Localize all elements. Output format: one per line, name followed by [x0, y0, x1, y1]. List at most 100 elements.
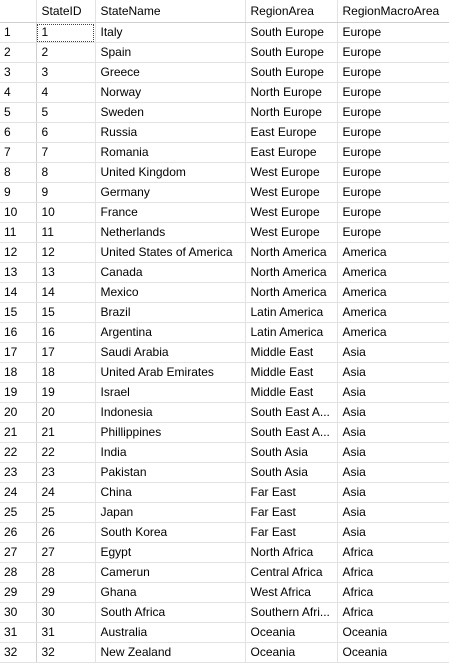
cell-state-name[interactable]: Netherlands [95, 222, 246, 243]
row-number[interactable]: 21 [0, 422, 37, 443]
cell-state-name[interactable]: South Korea [95, 522, 246, 543]
cell-state-name[interactable]: Saudi Arabia [95, 342, 246, 363]
cell-state-id[interactable]: 10 [36, 202, 96, 223]
cell-state-name[interactable]: Sweden [95, 102, 246, 123]
row-number[interactable]: 12 [0, 242, 37, 263]
cell-region-macro-area[interactable]: Europe [337, 82, 450, 103]
cell-state-name[interactable]: Egypt [95, 542, 246, 563]
cell-region-area[interactable]: Latin America [245, 302, 338, 323]
row-number[interactable]: 19 [0, 382, 37, 403]
cell-region-area[interactable]: West Europe [245, 162, 338, 183]
table-row[interactable]: 1 1 Italy South Europe Europe [0, 22, 450, 43]
cell-state-id[interactable]: 15 [36, 302, 96, 323]
cell-region-macro-area[interactable]: Europe [337, 102, 450, 123]
row-number[interactable]: 25 [0, 502, 37, 523]
table-row[interactable]: 8 8 United Kingdom West Europe Europe [0, 162, 450, 183]
cell-region-macro-area[interactable]: Oceania [337, 622, 450, 643]
table-row[interactable]: 28 28 Camerun Central Africa Africa [0, 562, 450, 583]
cell-state-name[interactable]: Israel [95, 382, 246, 403]
row-number[interactable]: 2 [0, 42, 37, 63]
cell-state-id[interactable]: 1 [36, 22, 96, 43]
cell-region-macro-area[interactable]: America [337, 282, 450, 303]
cell-state-id[interactable]: 13 [36, 262, 96, 283]
row-number[interactable]: 20 [0, 402, 37, 423]
cell-state-name[interactable]: Australia [95, 622, 246, 643]
cell-state-name[interactable]: China [95, 482, 246, 503]
cell-region-macro-area[interactable]: America [337, 302, 450, 323]
cell-state-name[interactable]: Romania [95, 142, 246, 163]
row-number[interactable]: 3 [0, 62, 37, 83]
cell-state-id[interactable]: 26 [36, 522, 96, 543]
cell-state-name[interactable]: Indonesia [95, 402, 246, 423]
table-row[interactable]: 5 5 Sweden North Europe Europe [0, 102, 450, 123]
cell-state-id[interactable]: 4 [36, 82, 96, 103]
table-row[interactable]: 26 26 South Korea Far East Asia [0, 522, 450, 543]
table-row[interactable]: 12 12 United States of America North Americ… [0, 242, 450, 263]
cell-region-area[interactable]: North Africa [245, 542, 338, 563]
table-row[interactable]: 25 25 Japan Far East Asia [0, 502, 450, 523]
row-number[interactable]: 13 [0, 262, 37, 283]
row-number[interactable]: 22 [0, 442, 37, 463]
cell-region-macro-area[interactable]: Europe [337, 222, 450, 243]
table-row[interactable]: 4 4 Norway North Europe Europe [0, 82, 450, 103]
cell-state-id[interactable]: 31 [36, 622, 96, 643]
cell-region-macro-area[interactable]: Europe [337, 142, 450, 163]
table-row[interactable]: 22 22 India South Asia Asia [0, 442, 450, 463]
cell-state-id[interactable]: 11 [36, 222, 96, 243]
table-row[interactable]: 14 14 Mexico North America America [0, 282, 450, 303]
table-row[interactable]: 23 23 Pakistan South Asia Asia [0, 462, 450, 483]
table-row[interactable]: 21 21 Phillippines South East A... Asia [0, 422, 450, 443]
row-number[interactable]: 24 [0, 482, 37, 503]
cell-state-id[interactable]: 27 [36, 542, 96, 563]
cell-region-macro-area[interactable]: Asia [337, 442, 450, 463]
cell-region-macro-area[interactable]: America [337, 242, 450, 263]
table-row[interactable]: 3 3 Greece South Europe Europe [0, 62, 450, 83]
row-number[interactable]: 4 [0, 82, 37, 103]
cell-region-area[interactable]: Central Africa [245, 562, 338, 583]
cell-state-id[interactable]: 14 [36, 282, 96, 303]
cell-region-area[interactable]: South East A... [245, 422, 338, 443]
cell-state-name[interactable]: South Africa [95, 602, 246, 623]
cell-state-name[interactable]: Argentina [95, 322, 246, 343]
cell-state-name[interactable]: Spain [95, 42, 246, 63]
cell-region-macro-area[interactable]: Africa [337, 582, 450, 603]
row-number[interactable]: 32 [0, 642, 37, 663]
cell-state-id[interactable]: 5 [36, 102, 96, 123]
table-row[interactable]: 27 27 Egypt North Africa Africa [0, 542, 450, 563]
cell-region-macro-area[interactable]: Asia [337, 402, 450, 423]
cell-region-macro-area[interactable]: Africa [337, 602, 450, 623]
cell-state-name[interactable]: Phillippines [95, 422, 246, 443]
cell-region-area[interactable]: Oceania [245, 642, 338, 663]
table-row[interactable]: 18 18 United Arab Emirates Middle East Asia [0, 362, 450, 383]
cell-state-id[interactable]: 8 [36, 162, 96, 183]
cell-state-id[interactable]: 23 [36, 462, 96, 483]
cell-state-name[interactable]: Japan [95, 502, 246, 523]
cell-region-area[interactable]: South East A... [245, 402, 338, 423]
cell-region-macro-area[interactable]: Europe [337, 182, 450, 203]
cell-state-name[interactable]: Russia [95, 122, 246, 143]
cell-region-macro-area[interactable]: Asia [337, 382, 450, 403]
column-header-region-area[interactable]: RegionArea [245, 0, 338, 23]
table-row[interactable]: 13 13 Canada North America America [0, 262, 450, 283]
cell-region-macro-area[interactable]: Asia [337, 462, 450, 483]
cell-region-area[interactable]: Middle East [245, 362, 338, 383]
cell-region-macro-area[interactable]: America [337, 322, 450, 343]
table-row[interactable]: 29 29 Ghana West Africa Africa [0, 582, 450, 603]
cell-region-area[interactable]: East Europe [245, 142, 338, 163]
cell-state-id[interactable]: 21 [36, 422, 96, 443]
cell-region-area[interactable]: South Europe [245, 22, 338, 43]
cell-state-name[interactable]: Italy [95, 22, 246, 43]
column-header-region-macro-area[interactable]: RegionMacroArea [337, 0, 450, 23]
cell-state-id[interactable]: 32 [36, 642, 96, 663]
cell-state-id[interactable]: 2 [36, 42, 96, 63]
cell-region-area[interactable]: West Europe [245, 222, 338, 243]
table-row[interactable]: 20 20 Indonesia South East A... Asia [0, 402, 450, 423]
cell-state-id[interactable]: 28 [36, 562, 96, 583]
cell-region-area[interactable]: North America [245, 262, 338, 283]
cell-region-macro-area[interactable]: Europe [337, 202, 450, 223]
row-number[interactable]: 5 [0, 102, 37, 123]
table-row[interactable]: 17 17 Saudi Arabia Middle East Asia [0, 342, 450, 363]
cell-state-name[interactable]: Germany [95, 182, 246, 203]
cell-state-name[interactable]: Norway [95, 82, 246, 103]
